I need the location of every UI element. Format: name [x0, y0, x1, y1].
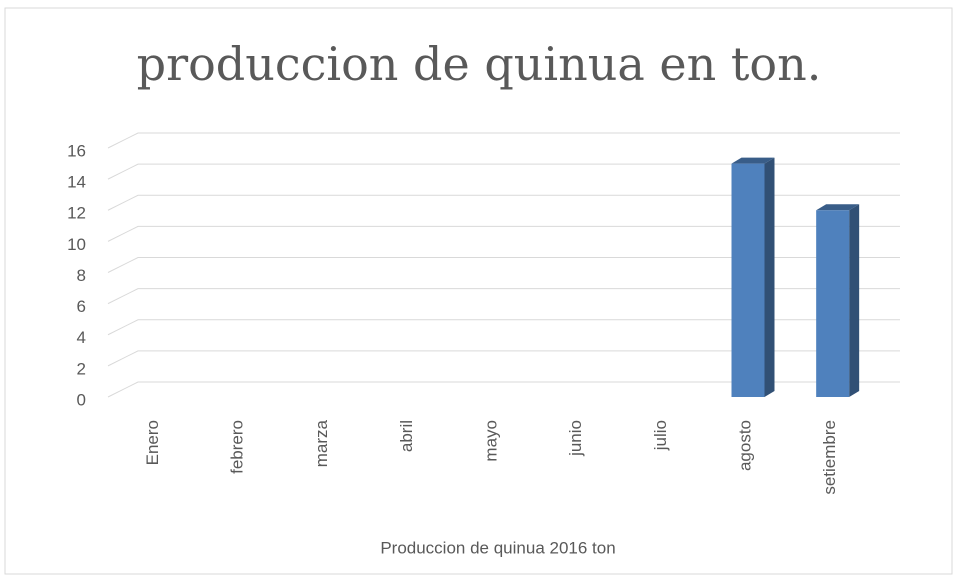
chart-title: produccion de quinua en ton.: [137, 37, 822, 91]
grid-line: [107, 381, 900, 398]
grid-line: [107, 194, 900, 211]
grid-line: [107, 163, 900, 180]
bar: [731, 157, 775, 397]
y-tick-label: 2: [77, 359, 86, 378]
grid-line: [107, 225, 900, 242]
grid-line: [107, 350, 900, 367]
chart-border: [4, 7, 953, 575]
x-tick-label: marza: [312, 419, 331, 467]
y-tick-label: 0: [77, 390, 86, 409]
x-tick-label: setiembre: [820, 420, 839, 495]
grid-line: [107, 288, 900, 305]
bar-front: [816, 210, 850, 397]
bar-top: [816, 204, 860, 211]
y-tick-label: 10: [67, 235, 86, 254]
grid-line: [107, 132, 900, 149]
grid-line: [107, 319, 900, 336]
x-tick-label: mayo: [481, 420, 500, 462]
x-tick-label: abril: [397, 420, 416, 452]
y-tick-label: 16: [67, 141, 86, 160]
y-tick-label: 12: [67, 204, 86, 223]
y-tick-label: 4: [77, 328, 86, 347]
x-tick-label: julio: [651, 420, 670, 451]
bar: [816, 204, 860, 397]
y-tick-label: 8: [77, 266, 86, 285]
y-tick-label: 14: [67, 173, 86, 192]
bar-side: [849, 204, 860, 397]
x-tick-label: febrero: [227, 420, 246, 474]
y-tick-label: 6: [77, 297, 86, 316]
x-tick-label: junio: [566, 420, 585, 457]
bar-front: [731, 163, 765, 397]
grid-line: [107, 257, 900, 273]
bar-side: [764, 157, 775, 397]
bar-top: [731, 157, 775, 164]
x-axis-title: Produccion de quinua 2016 ton: [380, 538, 615, 557]
x-tick-label: Enero: [143, 420, 162, 465]
x-tick-label: agosto: [735, 420, 754, 471]
